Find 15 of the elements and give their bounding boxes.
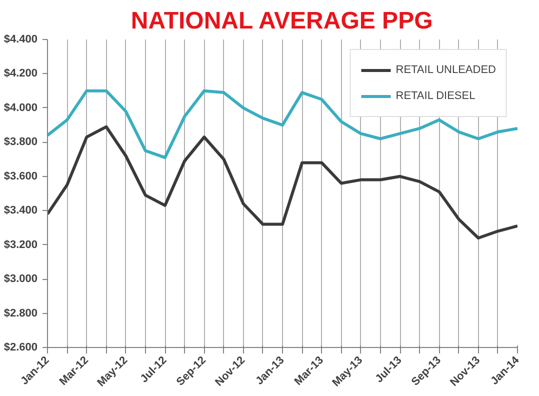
legend-label: RETAIL UNLEADED bbox=[396, 64, 496, 76]
y-tick-label: $3.000 bbox=[4, 273, 38, 286]
line-series bbox=[48, 125, 518, 240]
chart-title: NATIONAL AVERAGE PPG bbox=[130, 8, 433, 34]
y-tick-label: $4.400 bbox=[4, 34, 38, 46]
y-tick-label: $4.000 bbox=[4, 102, 38, 114]
y-tick-label: $3.600 bbox=[4, 170, 38, 182]
line-series bbox=[48, 89, 518, 160]
legend-label: RETAIL DIESEL bbox=[396, 90, 476, 102]
y-tick-label: $3.200 bbox=[4, 238, 38, 251]
y-tick-label: $4.200 bbox=[4, 68, 38, 80]
y-tick-label: $3.800 bbox=[4, 136, 38, 148]
y-tick-label: $2.600 bbox=[4, 342, 38, 354]
y-tick-label: $2.800 bbox=[4, 307, 38, 320]
y-tick-label: $3.400 bbox=[4, 204, 38, 217]
